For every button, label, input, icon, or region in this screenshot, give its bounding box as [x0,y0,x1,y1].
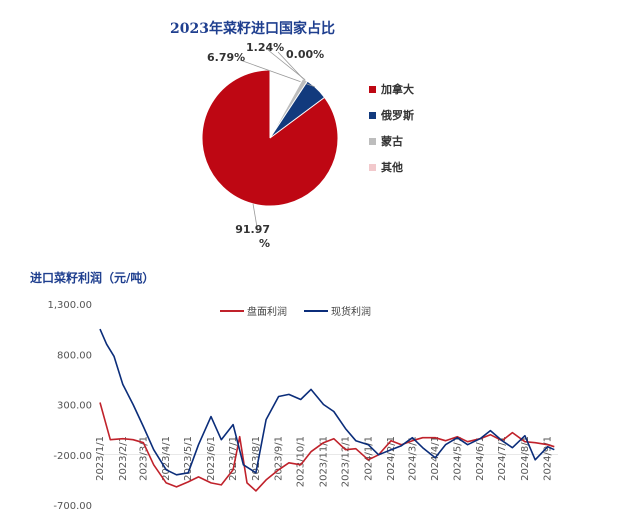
pie-data-label: 1.24% [246,41,284,54]
series-line-spot-profit [99,328,555,476]
pie-legend-label: 蒙古 [381,134,403,148]
x-tick-label: 2023/1/1 [95,436,106,481]
x-tick-label: 2024/9/1 [543,436,554,481]
pie-legend-label: 其他 [381,160,403,174]
pie-legend-swatch [369,164,376,171]
legend-label: 现货利润 [331,305,371,318]
y-tick-label: 800.00 [57,350,92,361]
pie-data-label: 91.97% [235,223,270,250]
line-chart: 1,300.00 800.00 300.00 -200.00 -700.00 2023/1… [47,300,558,512]
pie-chart-title: 2023年菜籽进口国家占比 [170,21,335,37]
x-tick-label: 2024/4/1 [430,436,441,481]
y-tick-label: 300.00 [57,401,92,412]
x-tick-label: 2023/9/1 [274,436,285,481]
x-tick-label: 2023/2/1 [118,436,129,481]
y-tick-label: -700.00 [53,501,92,512]
x-tick-label: 2024/6/1 [475,436,486,481]
pie-legend-swatch [369,86,376,93]
x-tick-label: 2023/8/1 [251,436,262,481]
x-tick-label: 2023/11/1 [318,436,329,487]
x-tick-label: 2023/6/1 [206,436,217,481]
legend-label: 盘面利润 [247,305,287,318]
x-tick-label: 2023/12/1 [341,436,352,487]
x-tick-label: 2023/10/1 [296,436,307,487]
x-tick-label: 2024/1/1 [363,436,374,481]
x-tick-label: 2024/3/1 [407,436,418,481]
x-tick-label: 2024/2/1 [386,436,397,481]
y-tick-label: 1,300.00 [47,300,92,311]
x-tick-label: 2023/4/1 [161,436,172,481]
pie-data-label: 6.79% [207,51,245,64]
pie-data-label: 0.00% [286,48,324,61]
line-chart-title: 进口菜籽利润（元/吨） [30,271,155,285]
pie-legend-swatch [369,112,376,119]
x-tick-label: 2023/3/1 [138,436,149,481]
x-tick-label: 2024/7/1 [497,436,508,481]
pie-legend-label: 加拿大 [380,82,414,96]
x-tick-label: 2023/7/1 [228,436,239,481]
pie-legend-swatch [369,138,376,145]
x-tick-label: 2023/5/1 [183,436,194,481]
x-tick-label: 2024/8/1 [520,436,531,481]
pie-leader-line [277,51,304,79]
pie-legend-label: 俄罗斯 [380,108,414,122]
x-tick-label: 2024/5/1 [452,436,463,481]
y-tick-label: -200.00 [53,451,92,462]
pie-leader-line [252,203,259,234]
